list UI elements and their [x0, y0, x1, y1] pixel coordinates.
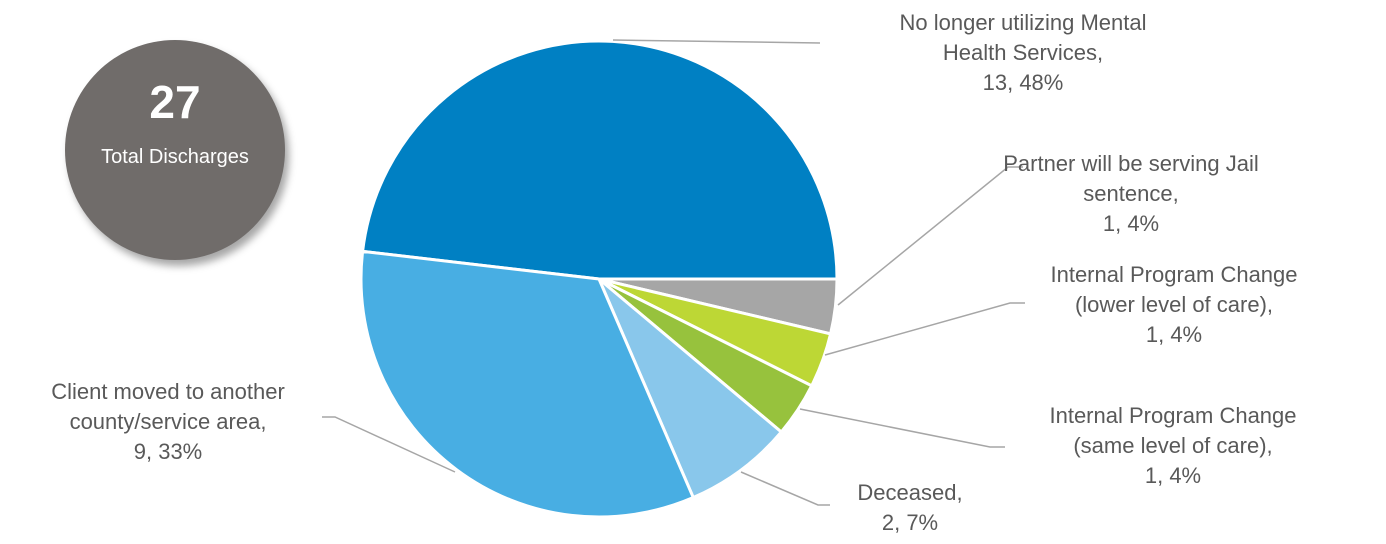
slice-label-line: Client moved to another	[51, 379, 285, 404]
slice-label-line: 2, 7%	[882, 510, 938, 535]
pie-slices	[359, 39, 839, 519]
slice-label-line: 1, 4%	[1103, 211, 1159, 236]
slice-label: Internal Program Change (same level of ca…	[1049, 403, 1296, 488]
slice-label: Internal Program Change (lower level of c…	[1050, 262, 1297, 347]
leader-line	[799, 408, 1005, 448]
slice-label-line: 13, 48%	[983, 70, 1064, 95]
slice-label-line: 1, 4%	[1145, 463, 1201, 488]
total-discharges-label: Total Discharges	[101, 146, 249, 168]
pie-slice	[361, 39, 839, 281]
leader-lines	[322, 39, 1025, 506]
slice-label-line: (lower level of care),	[1075, 292, 1273, 317]
slice-label-line: Partner will be serving Jail	[1003, 151, 1259, 176]
leader-line	[612, 39, 821, 44]
slice-label-line: Internal Program Change	[1049, 403, 1296, 428]
slice-label-line: Deceased,	[857, 480, 962, 505]
leader-line	[837, 166, 1023, 306]
slice-label-line: sentence,	[1083, 181, 1178, 206]
leader-line	[824, 302, 1025, 356]
slice-label-line: (same level of care),	[1073, 433, 1272, 458]
slice-label: Client moved to another county/service ar…	[51, 379, 285, 464]
slice-label-line: county/service area,	[70, 409, 267, 434]
slice-label: No longer utilizing Mental Health Service…	[899, 10, 1146, 95]
slice-label: Deceased, 2, 7%	[857, 480, 962, 535]
pie-slice	[359, 249, 695, 519]
slice-label-line: 1, 4%	[1146, 322, 1202, 347]
slice-label: Partner will be serving Jail sentence, 1, …	[1003, 151, 1259, 236]
pie-slice	[597, 277, 783, 500]
slice-label-line: Internal Program Change	[1050, 262, 1297, 287]
total-discharges-count: 27	[149, 76, 201, 128]
slice-label-line: 9, 33%	[134, 439, 203, 464]
leader-line	[740, 471, 830, 506]
slice-label-line: No longer utilizing Mental	[899, 10, 1146, 35]
total-discharges-badge: 27 Total Discharges	[65, 40, 285, 260]
leader-line	[322, 416, 456, 473]
slice-label-line: Health Services,	[943, 40, 1103, 65]
slice-labels: No longer utilizing Mental Health Service…	[51, 10, 1297, 535]
